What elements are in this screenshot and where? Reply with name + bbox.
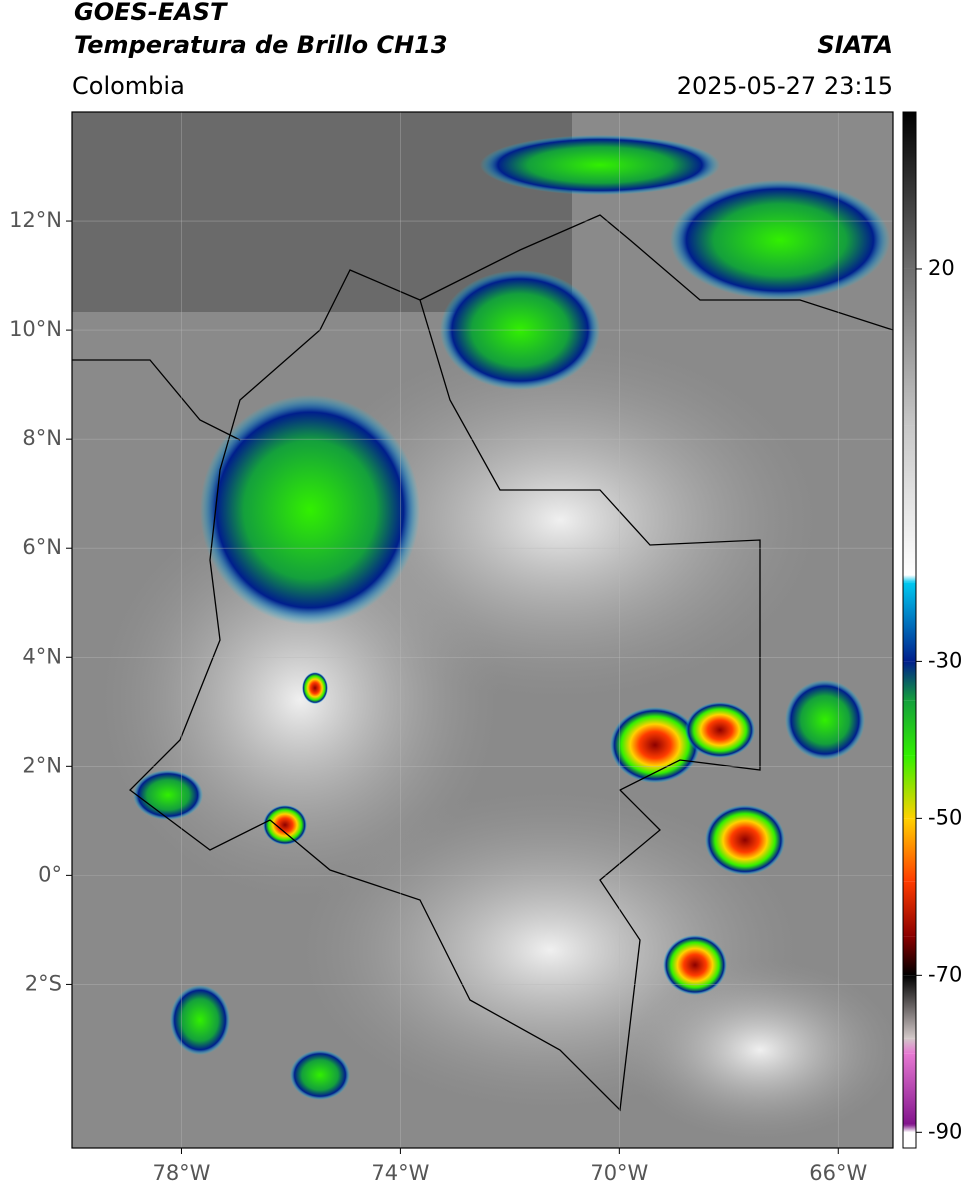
- colorbar-tick-label: -70: [928, 962, 962, 986]
- region: Colombia: [72, 72, 185, 100]
- cloud: [290, 1050, 350, 1100]
- storm: [685, 702, 755, 758]
- colorbar-tick-label: 20: [928, 256, 955, 280]
- coastline: [419, 214, 893, 331]
- cloud: [670, 180, 890, 300]
- colorbar-segment: [903, 936, 916, 976]
- cloud: [480, 135, 720, 195]
- colorbar-segment: [903, 1038, 916, 1054]
- map-frame: [71, 111, 894, 1149]
- colorbar-segment: [903, 700, 916, 756]
- storm: [610, 707, 700, 783]
- coastline: [72, 359, 241, 441]
- x-tick-label: 74°W: [371, 1161, 429, 1185]
- y-tick-label: 10°N: [9, 317, 62, 341]
- colorbar-segment: [903, 755, 916, 819]
- colorbar-segment: [903, 575, 916, 583]
- y-tick-label: 6°N: [22, 535, 62, 559]
- colorbar-segment: [903, 582, 916, 662]
- colorbar-segment: [903, 818, 916, 882]
- storm: [263, 805, 307, 845]
- storm: [705, 805, 785, 875]
- cloud: [133, 770, 203, 820]
- cloud: [200, 395, 420, 625]
- cloud: [170, 985, 230, 1055]
- storm: [663, 935, 727, 995]
- colorbar-frame: [902, 111, 917, 1149]
- x-tick-label: 66°W: [809, 1161, 867, 1185]
- colorbar-tick-label: -30: [928, 648, 962, 672]
- map-axes: 78°W 74°W 70°W 66°W 2°S 0° 2°N 4°N 6°N 8°N 10°N 12°…: [9, 112, 893, 1185]
- datetime: 2025-05-27 23:15: [677, 72, 893, 100]
- title: GOES-EAST: [74, 0, 228, 26]
- y-tick-label: 2°S: [25, 971, 62, 995]
- haze: [620, 960, 893, 1140]
- colorbar-segment: [903, 1124, 916, 1133]
- source: SIATA: [817, 31, 893, 59]
- y-tick-label: 0°: [38, 862, 62, 886]
- subtitle: Temperatura de Brillo CH13: [74, 31, 448, 59]
- colorbar: 20 -30 -50 -70 -90: [903, 112, 962, 1148]
- y-tick-label: 12°N: [9, 208, 62, 232]
- y-tick-label: 2°N: [22, 753, 62, 777]
- storm: [302, 672, 328, 704]
- x-tick-label: 70°W: [590, 1161, 648, 1185]
- x-tick-label: 78°W: [152, 1161, 210, 1185]
- colorbar-segment: [903, 661, 916, 701]
- y-tick-label: 4°N: [22, 644, 62, 668]
- colorbar-segment: [903, 112, 916, 269]
- colorbar-segment: [903, 268, 916, 426]
- colorbar-tick-label: -50: [928, 805, 962, 829]
- colorbar-segment: [903, 881, 916, 937]
- colorbar-segment: [903, 1132, 916, 1148]
- cloud: [785, 680, 865, 760]
- colorbar-segment: [903, 1053, 916, 1125]
- colorbar-tick-label: -90: [928, 1119, 962, 1143]
- y-tick-label: 8°N: [22, 426, 62, 450]
- colorbar-segment: [903, 425, 916, 576]
- satellite-image: [72, 112, 893, 1148]
- colorbar-segment: [903, 975, 916, 1039]
